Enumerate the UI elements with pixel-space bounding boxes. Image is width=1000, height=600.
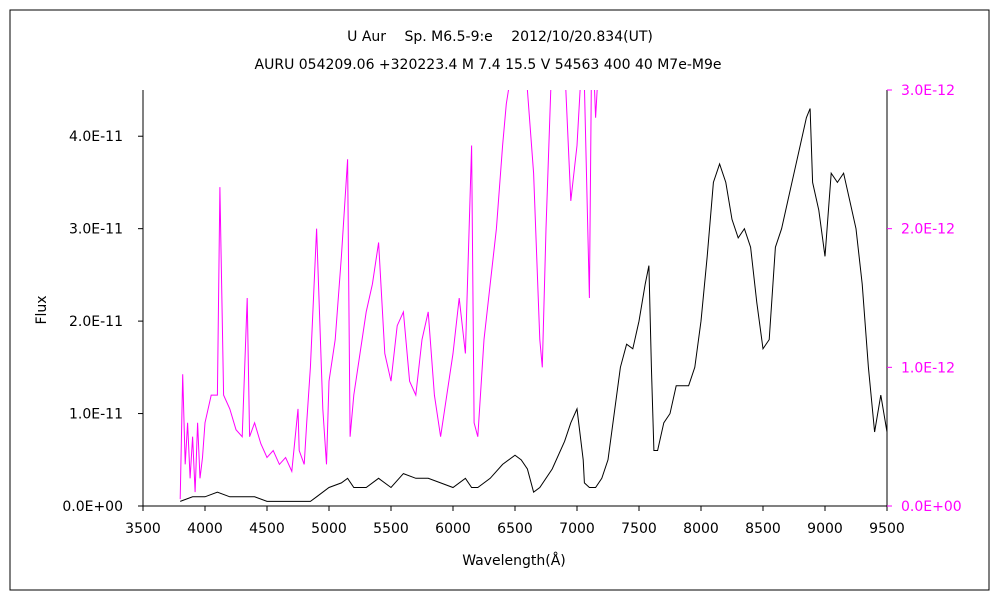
x-tick-label: 5000	[311, 521, 347, 537]
x-tick-label: 7500	[621, 521, 657, 537]
y-left-tick-label: 0.0E+00	[62, 499, 123, 515]
x-tick-label: 5500	[373, 521, 409, 537]
black-spectrum-line	[180, 108, 887, 502]
y-right-tick-label: 2.0E-12	[901, 222, 955, 238]
tick-layer: 3500 4000 4500 5000 5500 6000 6500 7000 7500 8000…	[62, 83, 961, 537]
x-tick-label: 4500	[249, 521, 285, 537]
y-right-tick-label: 1.0E-12	[901, 360, 955, 376]
y-right-tick-label: 3.0E-12	[901, 83, 955, 99]
chart-title: U Aur Sp. M6.5-9:e 2012/10/20.834(UT)	[347, 29, 653, 45]
x-axis-label: Wavelength(Å)	[462, 552, 566, 569]
y-left-tick-label: 2.0E-11	[69, 314, 123, 330]
y-right-tick-label: 0.0E+00	[901, 499, 962, 515]
outer-frame	[9, 9, 990, 591]
x-tick-label: 3500	[125, 521, 161, 537]
y-axis-label: Flux	[34, 295, 50, 324]
x-tick-label: 6500	[497, 521, 533, 537]
chart-subtitle: AURU 054209.06 +320223.4 M 7.4 15.5 V 54…	[255, 57, 722, 73]
x-tick-label: 6000	[435, 521, 471, 537]
x-tick-label: 4000	[187, 521, 223, 537]
magenta-spectrum-line	[179, 90, 598, 500]
x-tick-label: 8000	[683, 521, 719, 537]
y-left-tick-label: 4.0E-11	[69, 129, 123, 145]
x-tick-label: 8500	[745, 521, 781, 537]
y-left-tick-label: 3.0E-11	[69, 222, 123, 238]
x-tick-label: 9500	[869, 521, 905, 537]
x-tick-label: 9000	[807, 521, 843, 537]
x-tick-label: 7000	[559, 521, 595, 537]
y-left-tick-label: 1.0E-11	[69, 407, 123, 423]
